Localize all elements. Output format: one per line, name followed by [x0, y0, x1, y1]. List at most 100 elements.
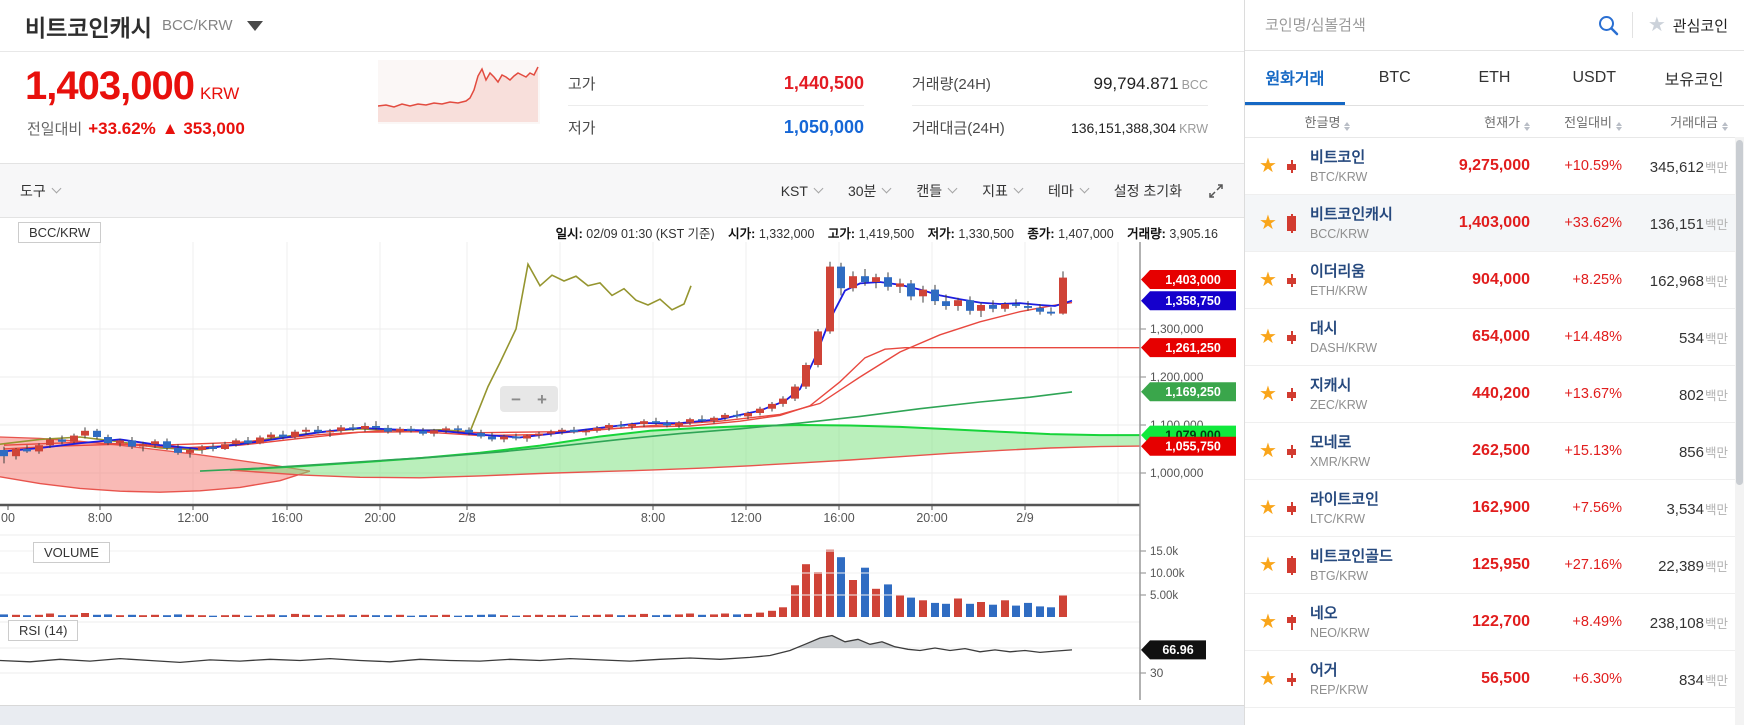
chart-toolbar: 도구 KST 30분 캔들 지표 테마 설정 초기화 [0, 163, 1244, 218]
favorite-star-icon[interactable]: ★ [1259, 383, 1277, 405]
coin-row[interactable]: ★ 비트코인 BTC/KRW 9,275,000 +10.59% 345,612백만 [1245, 138, 1744, 195]
column-change[interactable]: 전일대비 [1530, 112, 1622, 131]
theme-button[interactable]: 테마 [1048, 181, 1090, 201]
tab-usdt-market[interactable]: USDT [1572, 69, 1617, 86]
coin-symbol: XMR/KRW [1309, 454, 1371, 469]
favorite-star-icon[interactable]: ★ [1259, 611, 1277, 633]
tab-eth-market[interactable]: ETH [1478, 69, 1511, 86]
svg-text:1,000,000: 1,000,000 [1150, 466, 1204, 480]
change-amount: ▲ 353,000 [161, 119, 245, 138]
column-volume[interactable]: 거래대금 [1622, 112, 1744, 131]
value-unit: KRW [1179, 121, 1208, 136]
svg-text:2/9: 2/9 [1016, 511, 1033, 525]
chart-area[interactable]: 00 8:00 12:00 16:00 20:00 2/8 8:00 12:00 16:00 20… [0, 218, 1244, 705]
coin-name: 이더리움 [1309, 262, 1366, 280]
tab-btc-market[interactable]: BTC [1378, 69, 1411, 86]
favorites-button[interactable]: ★ 관심코인 [1648, 15, 1744, 36]
interval-button[interactable]: 30분 [848, 181, 892, 201]
chevron-down-icon [813, 183, 824, 194]
coin-name: 비트코인 [1309, 148, 1366, 166]
coin-row[interactable]: ★ 비트코인캐시 BCC/KRW 1,403,000 +33.62% 136,151백만 [1245, 195, 1744, 252]
coin-name: 네오 [1309, 604, 1338, 622]
pair-dropdown-icon[interactable] [246, 20, 263, 31]
coin-row[interactable]: ★ 비트코인골드 BTG/KRW 125,950 +27.16% 22,389백만 [1245, 537, 1744, 594]
favorite-star-icon[interactable]: ★ [1259, 554, 1277, 576]
favorite-star-icon[interactable]: ★ [1259, 212, 1277, 234]
coin-name-block: 라이트코인 LTC/KRW [1310, 491, 1379, 526]
main-panel: 비트코인캐시 BCC/KRW 1,403,000 KRW 전일대비 +33.62% ▲… [0, 0, 1245, 725]
svg-text:1,200,000: 1,200,000 [1150, 370, 1204, 384]
favorite-star-icon[interactable]: ★ [1259, 326, 1277, 348]
volume-unit: 백만 [1704, 160, 1728, 175]
candle-icon [1284, 213, 1300, 233]
coin-volume: 162,968백만 [1649, 272, 1728, 290]
coin-change: +15.13% [1564, 443, 1622, 459]
favorite-star-icon[interactable]: ★ [1259, 155, 1277, 177]
high-low-column: 고가 1,440,500 저가 1,050,000 [568, 62, 864, 149]
column-price[interactable]: 현재가 [1410, 112, 1530, 131]
volume-unit: 백만 [1704, 217, 1728, 232]
volume-unit: 백만 [1704, 445, 1728, 460]
zoom-out-button[interactable]: − [511, 389, 521, 409]
coin-symbol: LTC/KRW [1309, 511, 1366, 526]
coin-volume: 856백만 [1678, 443, 1728, 461]
coin-row[interactable]: ★ 모네로 XMR/KRW 262,500 +15.13% 856백만 [1245, 423, 1744, 480]
timezone-button[interactable]: KST [781, 183, 824, 199]
coin-volume: 534백만 [1678, 329, 1728, 347]
change-label: 전일대비 [27, 121, 83, 138]
zoom-controls: − + [500, 386, 558, 412]
scrollbar-thumb[interactable] [1736, 140, 1743, 485]
chevron-down-icon [947, 183, 958, 194]
value-label: 거래대금(24H) [912, 120, 1005, 137]
tools-button[interactable]: 도구 [20, 181, 62, 201]
favorite-star-icon[interactable]: ★ [1259, 497, 1277, 519]
coin-list: ★ 비트코인 BTC/KRW 9,275,000 +10.59% 345,612백만 ★ 비트… [1245, 138, 1744, 725]
coin-header: 비트코인캐시 BCC/KRW [0, 0, 1244, 52]
favorite-star-icon[interactable]: ★ [1259, 269, 1277, 291]
coin-row[interactable]: ★ 지캐시 ZEC/KRW 440,200 +13.67% 802백만 [1245, 366, 1744, 423]
coin-row[interactable]: ★퀀텀 [1245, 708, 1744, 725]
fullscreen-icon[interactable] [1208, 183, 1224, 199]
column-name[interactable]: 한글명 [1245, 112, 1410, 131]
candle-icon [1284, 385, 1300, 404]
favorite-star-icon[interactable]: ★ [1259, 440, 1277, 462]
search-icon[interactable] [1597, 14, 1620, 37]
svg-text:15.0k: 15.0k [1150, 546, 1178, 558]
favorite-star-icon[interactable]: ★ [1259, 668, 1277, 690]
coin-row[interactable]: ★ 어거 REP/KRW 56,500 +6.30% 834백만 [1245, 651, 1744, 708]
tab-holdings[interactable]: 보유코인 [1664, 72, 1724, 89]
svg-text:00: 00 [1, 511, 15, 525]
coin-name: 대시 [1309, 319, 1338, 337]
coin-row[interactable]: ★ 이더리움 ETH/KRW 904,000 +8.25% 162,968백만 [1245, 252, 1744, 309]
svg-text:16:00: 16:00 [823, 511, 854, 525]
svg-text:66.96: 66.96 [1162, 643, 1193, 657]
volume-unit: 백만 [1704, 559, 1728, 574]
svg-text:1,055,750: 1,055,750 [1165, 439, 1221, 453]
coin-row[interactable]: ★ 대시 DASH/KRW 654,000 +14.48% 534백만 [1245, 309, 1744, 366]
candle-type-button[interactable]: 캔들 [916, 181, 958, 201]
reset-settings-button[interactable]: 설정 초기화 [1113, 182, 1182, 199]
market-tabs: 원화거래 BTC ETH USDT 보유코인 [1245, 51, 1744, 106]
search-input[interactable] [1263, 15, 1597, 35]
coin-row[interactable]: ★ 네오 NEO/KRW 122,700 +8.49% 238,108백만 [1245, 594, 1744, 651]
volume-unit: BCC [1181, 77, 1208, 92]
coin-row[interactable]: ★ 라이트코인 LTC/KRW 162,900 +7.56% 3,534백만 [1245, 480, 1744, 537]
coin-name-block: 비트코인골드 BTG/KRW [1310, 548, 1393, 583]
sort-icon [1616, 122, 1622, 131]
zoom-in-button[interactable]: + [537, 389, 547, 409]
coin-price: 162,900 [1472, 499, 1530, 516]
coin-symbol: NEO/KRW [1309, 625, 1370, 640]
coin-name-block: 이더리움 ETH/KRW [1310, 263, 1367, 298]
tab-krw-market[interactable]: 원화거래 [1245, 51, 1345, 105]
coin-price: 9,275,000 [1458, 157, 1530, 174]
chart-svg[interactable]: 00 8:00 12:00 16:00 20:00 2/8 8:00 12:00 16:00 20… [0, 218, 1245, 705]
coin-name: 모네로 [1309, 433, 1352, 451]
indicator-button[interactable]: 지표 [982, 181, 1024, 201]
candle-icon [1284, 328, 1300, 347]
volume-row: 거래량(24H) 99,794.871 BCC [912, 62, 1208, 106]
sort-icon [1722, 122, 1728, 131]
coin-name: 어거 [1309, 661, 1338, 679]
coin-change: +8.49% [1572, 614, 1622, 630]
svg-text:20:00: 20:00 [916, 511, 947, 525]
value-row: 거래대금(24H) 136,151,388,304 KRW [912, 106, 1208, 149]
